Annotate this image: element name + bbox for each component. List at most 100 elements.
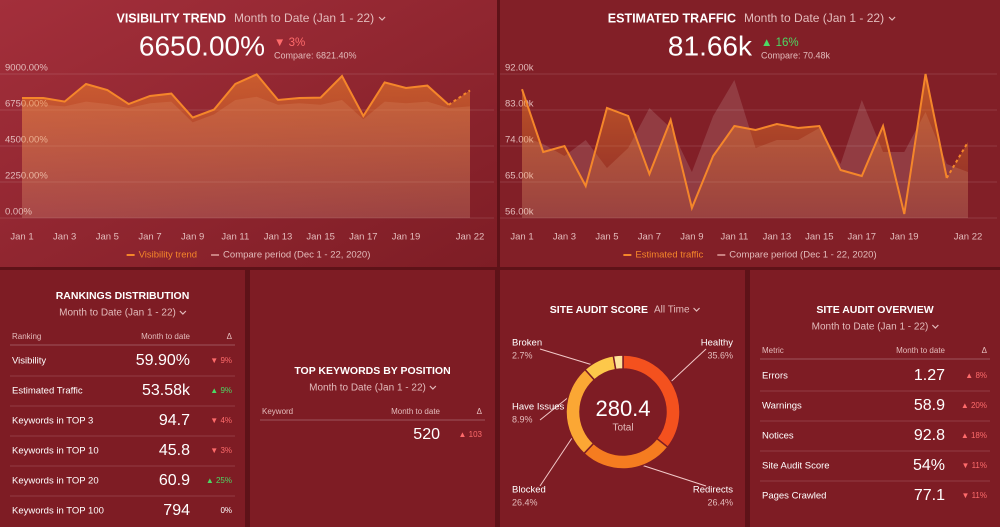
legend-label: Compare period (Dec 1 - 22, 2020) — [223, 250, 370, 261]
x-tick-label: Jan 7 — [138, 232, 161, 243]
x-tick-label: Jan 13 — [763, 232, 792, 243]
row-value: 94.7 — [159, 412, 190, 429]
x-tick-label: Jan 22 — [954, 232, 983, 243]
row-delta: ▼ 11% — [961, 491, 987, 500]
table-title: SITE AUDIT OVERVIEW — [816, 304, 933, 316]
chart-subtitle[interactable]: Month to Date (Jan 1 - 22) — [744, 11, 884, 25]
x-tick-label: Jan 11 — [720, 232, 748, 243]
panel — [250, 270, 495, 527]
row-delta: ▲ 20% — [961, 401, 987, 410]
series-line-projection — [945, 141, 969, 179]
donut-slice — [612, 354, 624, 371]
x-tick-label: Jan 19 — [392, 232, 421, 243]
table-subtitle[interactable]: Month to Date (Jan 1 - 22) — [309, 383, 426, 394]
chart-title: VISIBILITY TREND — [116, 11, 226, 25]
x-tick-label: Jan 17 — [349, 232, 378, 243]
headline-value: 6650.00% — [139, 30, 265, 61]
chart-subtitle[interactable]: Month to Date (Jan 1 - 22) — [234, 11, 374, 25]
x-tick-label: Jan 19 — [890, 232, 919, 243]
column-header: Month to date — [896, 346, 945, 355]
slice-label: Redirects — [693, 485, 733, 496]
slice-label: Blocked — [512, 485, 546, 496]
delta: ▼ 3% — [274, 37, 305, 49]
compare-value: Compare: 6821.40% — [274, 50, 357, 60]
slice-value: 35.6% — [707, 350, 733, 360]
legend-label: Visibility trend — [139, 250, 197, 261]
x-tick-label: Jan 1 — [10, 232, 33, 243]
row-delta: ▼ 11% — [961, 461, 987, 470]
slice-label: Have Issues — [512, 402, 565, 413]
slice-value: 26.4% — [707, 497, 733, 507]
x-tick-label: Jan 17 — [848, 232, 877, 243]
panel — [0, 270, 245, 527]
donut-total-label: Total — [612, 423, 633, 434]
chevron — [429, 385, 437, 390]
column-header: Keyword — [262, 407, 293, 416]
x-tick-label: Jan 5 — [96, 232, 119, 243]
row-value: 60.9 — [159, 472, 190, 489]
chart-subtitle[interactable]: All Time — [654, 305, 690, 316]
x-tick-label: Jan 9 — [680, 232, 703, 243]
row-label: Keywords in TOP 100 — [12, 506, 104, 517]
x-tick-label: Jan 3 — [53, 232, 76, 243]
x-tick-label: Jan 9 — [181, 232, 204, 243]
slice-value: 2.7% — [512, 350, 533, 360]
x-tick-label: Jan 7 — [638, 232, 661, 243]
row-label: Pages Crawled — [762, 491, 826, 502]
row-value: 59.90% — [136, 352, 190, 369]
legend: Visibility trend Compare period (Dec 1 - … — [126, 250, 370, 261]
x-tick-label: Jan 13 — [264, 232, 293, 243]
table-title: RANKINGS DISTRIBUTION — [56, 290, 190, 302]
y-tick-label: 9000.00% — [5, 63, 48, 74]
row-label: Keywords in TOP 20 — [12, 476, 99, 487]
column-header: Month to date — [391, 407, 440, 416]
series-line — [22, 73, 450, 119]
chevron — [179, 310, 187, 315]
chevron — [888, 16, 896, 21]
row-label: Notices — [762, 431, 794, 442]
row-label: Keywords in TOP 10 — [12, 446, 99, 457]
x-tick-label: Jan 15 — [306, 232, 335, 243]
column-header: Metric — [762, 346, 784, 355]
table-subtitle[interactable]: Month to Date (Jan 1 - 22) — [59, 308, 176, 319]
row-value: 794 — [163, 502, 190, 519]
row-value: 54% — [913, 457, 945, 474]
series-line — [521, 73, 948, 215]
series-area — [22, 74, 470, 219]
row-value: 77.1 — [914, 487, 945, 504]
headline-value: 81.66k — [668, 30, 753, 61]
row-label: Keywords in TOP 3 — [12, 416, 93, 427]
x-tick-label: Jan 11 — [221, 232, 249, 243]
row-value: 58.9 — [914, 397, 945, 414]
row-delta: ▲ 18% — [961, 431, 987, 440]
column-header: Δ — [477, 407, 483, 416]
row-delta: ▼ 4% — [210, 416, 232, 425]
compare-value: Compare: 70.48k — [761, 50, 831, 60]
series-line-projection — [448, 89, 471, 106]
panel — [750, 270, 1000, 527]
x-tick-label: Jan 3 — [553, 232, 576, 243]
slice-label: Healthy — [701, 338, 733, 349]
y-tick-label: 56.00k — [505, 207, 534, 218]
column-header: Month to date — [141, 332, 190, 341]
chevron — [378, 16, 386, 21]
row-delta: ▲ 25% — [206, 476, 232, 485]
legend-label: Estimated traffic — [635, 250, 703, 261]
table-title: TOP KEYWORDS BY POSITION — [294, 365, 450, 377]
row-value: 53.58k — [142, 382, 191, 399]
table-subtitle[interactable]: Month to Date (Jan 1 - 22) — [812, 322, 929, 333]
y-tick-label: 65.00k — [505, 171, 534, 182]
row-value: 1.27 — [914, 367, 945, 384]
chevron — [693, 307, 700, 312]
y-tick-label: 92.00k — [505, 63, 534, 74]
column-header: Δ — [227, 332, 233, 341]
row-delta: ▼ 3% — [210, 446, 232, 455]
x-tick-label: Jan 22 — [456, 232, 485, 243]
row-delta: ▼ 9% — [210, 356, 232, 365]
row-delta: ▲ 9% — [210, 386, 232, 395]
row-delta: ▲ 103 — [459, 430, 483, 439]
slice-label: Broken — [512, 338, 542, 349]
chart-title: ESTIMATED TRAFFIC — [608, 11, 736, 25]
slice-value: 26.4% — [512, 497, 538, 507]
